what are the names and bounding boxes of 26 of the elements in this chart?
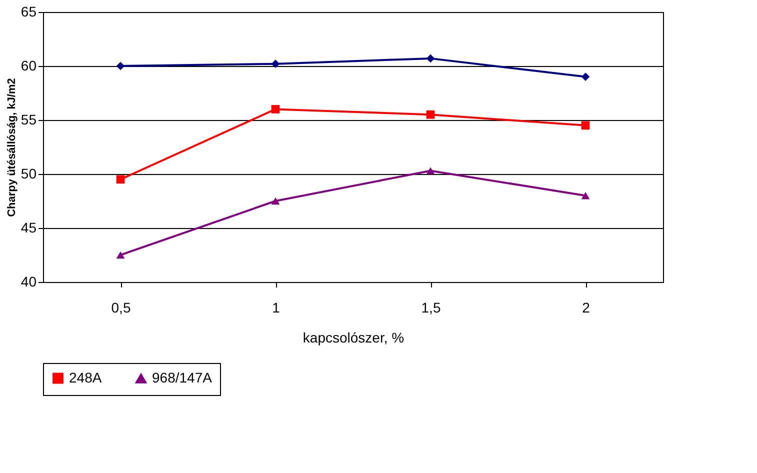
x-tick-label: 1,5: [421, 300, 441, 316]
point: [116, 251, 125, 259]
legend-label: 248A: [69, 369, 102, 386]
point: [426, 54, 435, 63]
y-tick-label: 65: [20, 4, 37, 20]
point: [581, 192, 590, 200]
x-tick-label: 2: [582, 300, 590, 316]
point: [116, 62, 125, 70]
x-tick-label: 1: [272, 300, 280, 316]
y-tick-label: 50: [20, 166, 37, 182]
point: [271, 60, 280, 68]
x-axis-title: kapcsolószer, %: [302, 330, 404, 346]
point: [116, 175, 125, 184]
legend-label: 968/147A: [152, 370, 213, 386]
x-tick-label: 0,5: [111, 300, 131, 316]
point: [271, 197, 280, 205]
y-tick-label: 55: [20, 112, 37, 128]
y-tick-label: 60: [20, 58, 37, 74]
y-axis-title: Charpy ütésállóság, kJ/m2: [6, 78, 18, 217]
point: [426, 167, 435, 174]
point: [581, 121, 590, 130]
point: [426, 110, 435, 119]
y-tick-label: 45: [20, 220, 37, 236]
y-tick-label: 40: [20, 274, 37, 290]
point: [581, 72, 590, 81]
point: [271, 105, 280, 114]
